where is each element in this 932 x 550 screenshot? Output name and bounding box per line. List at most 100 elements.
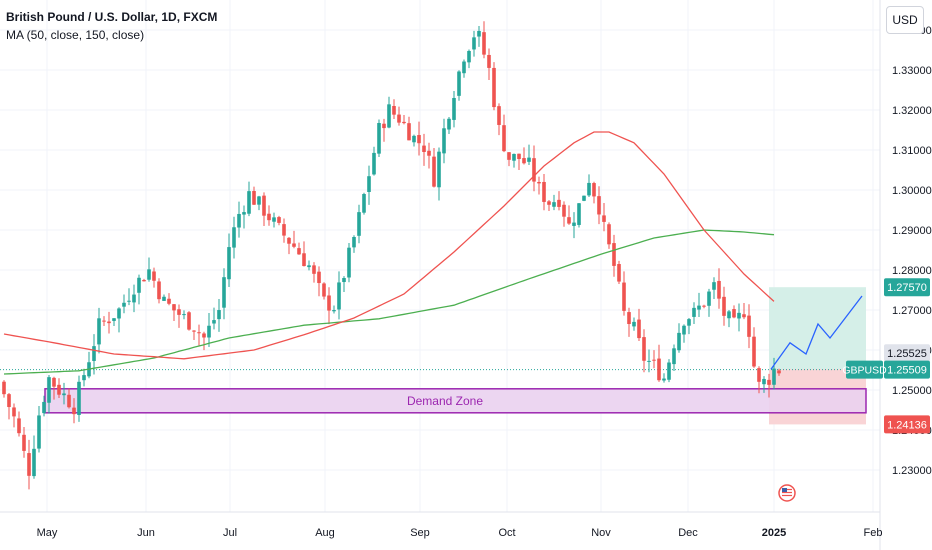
candle xyxy=(652,350,656,369)
candle xyxy=(512,153,516,168)
price-tick-label: 1.32000 xyxy=(892,105,932,117)
candle xyxy=(517,153,521,171)
candle xyxy=(317,266,321,297)
profit-zone xyxy=(769,287,866,370)
candle xyxy=(667,359,671,383)
candle xyxy=(692,302,696,324)
candle xyxy=(607,222,611,249)
ma150-line xyxy=(3,229,775,375)
candle xyxy=(162,294,166,301)
candle xyxy=(67,388,71,409)
ma50-line xyxy=(3,131,775,360)
candle xyxy=(762,376,766,393)
candle xyxy=(252,186,256,206)
candle xyxy=(257,195,261,211)
current-price-label: 1.25509 xyxy=(884,360,930,379)
candle xyxy=(382,118,386,142)
time-tick-label: Jul xyxy=(223,527,237,539)
candle xyxy=(332,305,336,314)
candle xyxy=(377,119,381,158)
svg-text:1.25509: 1.25509 xyxy=(887,365,927,377)
price-tick-label: 1.33000 xyxy=(892,65,932,77)
candle xyxy=(247,181,251,217)
candle xyxy=(237,201,241,238)
candle xyxy=(42,395,46,417)
current-symbol-tag: GBPUSD xyxy=(842,360,887,379)
candle xyxy=(527,144,531,166)
candle xyxy=(287,237,291,255)
candle xyxy=(337,271,341,320)
demand-zone xyxy=(44,388,867,414)
price-tick-label: 1.25000 xyxy=(892,385,932,397)
candle xyxy=(37,406,41,453)
candle xyxy=(107,311,111,334)
candle xyxy=(127,288,131,306)
candle xyxy=(132,284,136,313)
time-tick-label: May xyxy=(37,527,58,539)
candle xyxy=(632,317,636,331)
candle xyxy=(507,152,511,167)
candle xyxy=(112,318,116,326)
candle xyxy=(152,267,156,288)
candle xyxy=(777,368,781,376)
candle xyxy=(262,192,266,227)
candle xyxy=(352,235,356,253)
candle xyxy=(2,380,6,398)
candle xyxy=(227,233,231,287)
candle xyxy=(567,205,571,225)
candle xyxy=(477,25,481,47)
chart-legend: British Pound / U.S. Dollar, 1D, FXCM MA… xyxy=(6,8,217,44)
candle xyxy=(622,271,626,316)
candle xyxy=(772,357,776,390)
indicator-label[interactable]: MA (50, close, 150, close) xyxy=(6,28,145,42)
candle xyxy=(367,165,371,205)
price-axis[interactable]: 1.340001.330001.320001.310001.300001.290… xyxy=(892,25,932,477)
candle xyxy=(82,368,86,387)
candle xyxy=(457,70,461,101)
us-flag-event-icon[interactable] xyxy=(778,484,796,502)
candle xyxy=(222,268,226,320)
candle xyxy=(432,148,436,188)
entry-price-label: 1.25525 xyxy=(884,344,930,363)
currency-button[interactable]: USD xyxy=(886,6,924,34)
candle xyxy=(727,310,731,328)
time-tick-label: Nov xyxy=(591,527,611,539)
candle xyxy=(647,349,651,373)
candle xyxy=(322,282,326,300)
candle xyxy=(17,411,21,437)
candle xyxy=(487,48,491,81)
candle xyxy=(397,106,401,126)
candle xyxy=(422,133,426,166)
candle xyxy=(62,382,66,405)
candle xyxy=(662,373,666,383)
candle xyxy=(467,49,471,69)
candle xyxy=(572,212,576,239)
candle xyxy=(117,307,121,333)
candle xyxy=(417,121,421,156)
time-tick-label: Oct xyxy=(498,527,515,539)
candle xyxy=(392,99,396,119)
candle xyxy=(357,204,361,244)
candle xyxy=(627,307,631,337)
candle xyxy=(77,375,81,422)
price-tick-label: 1.29000 xyxy=(892,225,932,237)
candle xyxy=(57,378,61,399)
candle xyxy=(492,62,496,111)
time-axis[interactable]: May Jun Jul Aug Sep Oct Nov Dec 2025 Feb xyxy=(37,527,883,539)
candle xyxy=(267,205,271,226)
candle xyxy=(212,307,216,330)
candle xyxy=(732,305,736,319)
candle xyxy=(637,308,641,342)
candle xyxy=(747,304,751,349)
candle xyxy=(582,195,586,202)
time-tick-label: Dec xyxy=(678,527,698,539)
candle xyxy=(277,215,281,226)
candle xyxy=(447,117,451,135)
candle xyxy=(522,147,526,165)
svg-text:GBPUSD: GBPUSD xyxy=(842,365,887,377)
candle xyxy=(697,292,701,318)
candle xyxy=(602,203,606,232)
candle xyxy=(187,311,191,331)
candle xyxy=(547,200,551,212)
